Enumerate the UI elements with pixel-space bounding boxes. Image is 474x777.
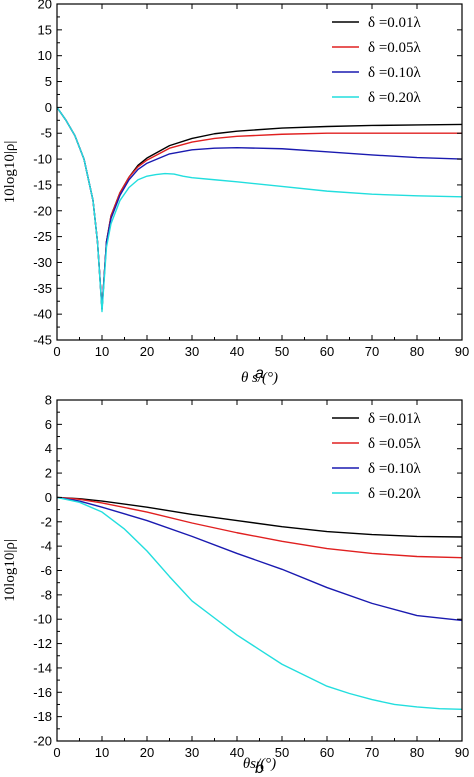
series-line-4 xyxy=(56,106,463,313)
x-tick-label: 0 xyxy=(53,344,60,359)
y-tick-label: 20 xyxy=(38,0,52,12)
x-tick-label: 60 xyxy=(320,344,334,359)
legend-entry-3: δ =0.10λ xyxy=(368,461,422,477)
chart-panel-a: 0 10 20 30 40 50 60 70 80 9020151050-5-10-15-20-2… xyxy=(2,0,469,386)
y-tick-label: 10 xyxy=(38,48,52,63)
y-tick-label: 15 xyxy=(38,22,52,37)
x-tick-label: 0 xyxy=(53,745,60,760)
x-tick-label: 70 xyxy=(365,344,379,359)
y-tick-label: 5 xyxy=(45,74,52,89)
y-tick-label: -6 xyxy=(40,563,52,578)
x-tick-label: 20 xyxy=(140,344,154,359)
y-tick-label: -20 xyxy=(33,734,52,749)
y-tick-label: 0 xyxy=(45,100,52,115)
y-tick-label: -18 xyxy=(33,709,52,724)
y-tick-label: -12 xyxy=(33,636,52,651)
y-axis-title: 10log10|ρ| xyxy=(2,141,18,204)
y-tick-label: 0 xyxy=(45,490,52,505)
legend-entry-4: δ =0.20λ xyxy=(368,90,422,106)
y-tick-label: 8 xyxy=(45,393,52,408)
series-line-2 xyxy=(56,496,463,559)
legend-entry-1: δ =0.01λ xyxy=(368,15,422,31)
y-tick-label: -25 xyxy=(33,229,52,244)
y-tick-label: -8 xyxy=(40,587,52,602)
legend-entry-2: δ =0.05λ xyxy=(368,40,422,56)
x-tick-label: 30 xyxy=(185,745,199,760)
x-tick-label: 10 xyxy=(95,344,109,359)
y-tick-label: 2 xyxy=(45,466,52,481)
panel-label: a xyxy=(255,365,264,382)
y-tick-label: -40 xyxy=(33,307,52,322)
y-tick-label: -2 xyxy=(40,514,52,529)
y-tick-label: -4 xyxy=(40,539,52,554)
x-tick-label: 40 xyxy=(230,344,244,359)
series-line-4 xyxy=(56,496,463,711)
legend-entry-3: δ =0.10λ xyxy=(368,65,422,81)
y-tick-label: -20 xyxy=(33,203,52,218)
y-tick-label: -14 xyxy=(33,660,52,675)
legend-entry-1: δ =0.01λ xyxy=(368,411,422,427)
x-tick-label: 40 xyxy=(230,745,244,760)
x-axis-title: θ s/(°) xyxy=(241,370,278,386)
legend-entry-4: δ =0.20λ xyxy=(368,486,422,502)
y-tick-label: -45 xyxy=(33,333,52,348)
y-tick-label: -10 xyxy=(33,612,52,627)
x-tick-label: 30 xyxy=(185,344,199,359)
y-tick-label: -10 xyxy=(33,152,52,167)
chart-panel-b: 0 10 20 30 40 50 60 70 80 9086420-2-4-6-8-10-12-1… xyxy=(2,393,469,777)
y-axis-title: 10log10|ρ| xyxy=(2,539,18,602)
y-tick-label: -5 xyxy=(40,126,52,141)
x-tick-label: 50 xyxy=(275,745,289,760)
y-tick-label: -16 xyxy=(33,685,52,700)
x-tick-label: 80 xyxy=(410,745,424,760)
x-tick-label: 90 xyxy=(455,745,469,760)
x-tick-label: 10 xyxy=(95,745,109,760)
x-tick-label: 60 xyxy=(320,745,334,760)
y-tick-label: -30 xyxy=(33,255,52,270)
y-tick-label: -35 xyxy=(33,281,52,296)
y-tick-label: 4 xyxy=(45,441,52,456)
legend-entry-2: δ =0.05λ xyxy=(368,436,422,452)
x-tick-label: 90 xyxy=(455,344,469,359)
x-tick-label: 50 xyxy=(275,344,289,359)
panel-label: b xyxy=(255,760,264,777)
x-tick-label: 70 xyxy=(365,745,379,760)
series-line-3 xyxy=(56,496,463,622)
x-tick-label: 80 xyxy=(410,344,424,359)
y-tick-label: -15 xyxy=(33,177,52,192)
x-axis-title: θs/(°) xyxy=(243,756,276,772)
y-tick-label: 6 xyxy=(45,417,52,432)
x-tick-label: 20 xyxy=(140,745,154,760)
series-line-1 xyxy=(56,496,463,538)
